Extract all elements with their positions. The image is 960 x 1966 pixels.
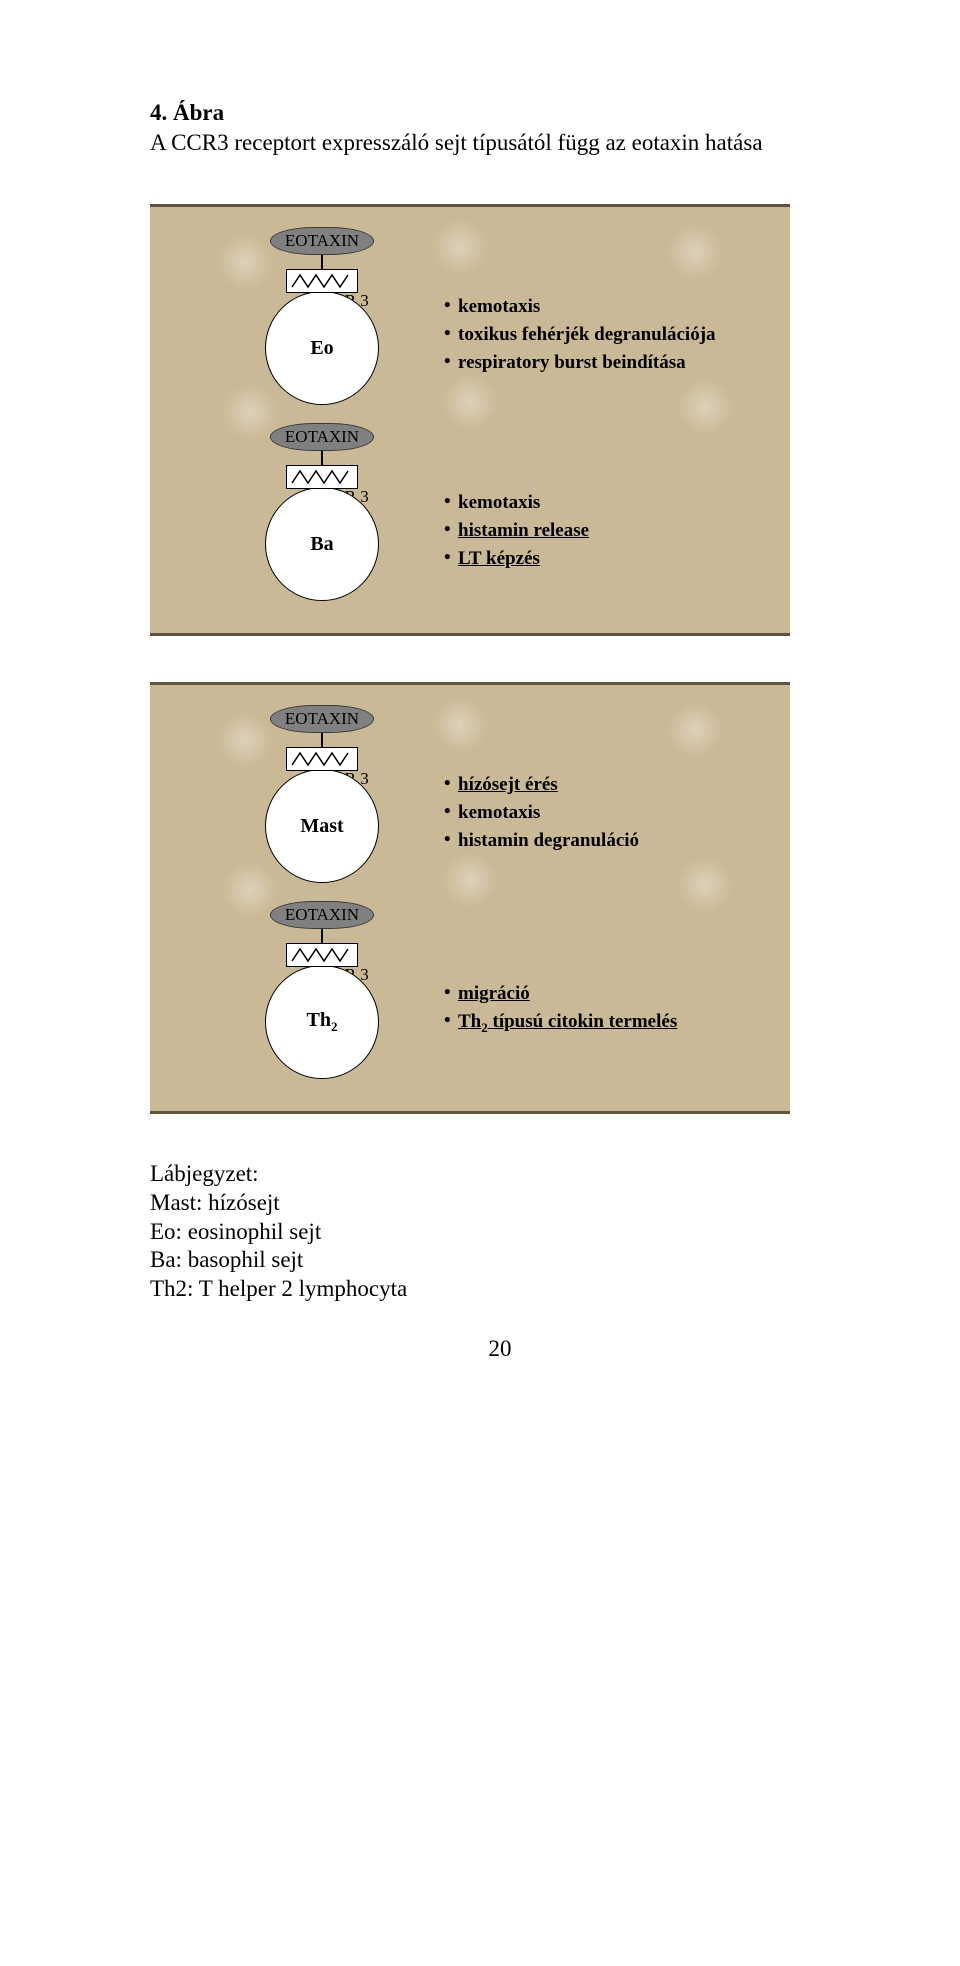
legend-item: Ba: basophil sejt: [150, 1246, 850, 1275]
receptor-box: [286, 747, 358, 771]
receptor-box: [286, 465, 358, 489]
ligand-pill: EOTAXIN: [270, 423, 374, 451]
ligand-stem: [321, 451, 323, 465]
ligand-stem: [321, 929, 323, 943]
effect-item: kemotaxis: [444, 293, 716, 321]
legend: Lábjegyzet: Mast: hízósejtEo: eosinophil…: [150, 1160, 850, 1304]
effect-item: hízósejt érés: [444, 771, 639, 799]
page: 4. Ábra A CCR3 receptort expresszáló sej…: [0, 0, 960, 1402]
legend-list: Mast: hízósejtEo: eosinophil sejtBa: bas…: [150, 1189, 850, 1304]
effect-item: histamin release: [444, 517, 589, 545]
receptor-box: [286, 269, 358, 293]
page-number: 20: [150, 1336, 850, 1362]
effect-item: toxikus fehérjék degranulációja: [444, 321, 716, 349]
legend-heading: Lábjegyzet:: [150, 1160, 850, 1189]
effects-list: kemotaxishistamin releaseLT képzés: [416, 451, 589, 573]
effect-item: kemotaxis: [444, 489, 589, 517]
effects-list: hízósejt éréskemotaxishistamin degranulá…: [416, 733, 639, 855]
cell-diagram: EOTAXINCCR 3Ba: [228, 423, 416, 601]
legend-item: Th2: T helper 2 lymphocyta: [150, 1275, 850, 1304]
ligand-stem: [321, 733, 323, 747]
cell-label: Ba: [310, 533, 333, 556]
effect-item: respiratory burst beindítása: [444, 349, 716, 377]
effect-item: LT képzés: [444, 545, 589, 573]
effect-item: kemotaxis: [444, 799, 639, 827]
diagram-panel: EOTAXINCCR 3Eokemotaxistoxikus fehérjék …: [150, 204, 790, 636]
effects-list: kemotaxistoxikus fehérjék degranulációja…: [416, 255, 716, 377]
cell-label: Mast: [300, 815, 343, 838]
diagram-row: EOTAXINCCR 3Eokemotaxistoxikus fehérjék …: [150, 221, 790, 417]
effect-item: migráció: [444, 980, 677, 1008]
legend-item: Eo: eosinophil sejt: [150, 1218, 850, 1247]
cell-diagram: EOTAXINCCR 3Mast: [228, 705, 416, 883]
ligand-pill: EOTAXIN: [270, 227, 374, 255]
effect-item: Th2 típusú citokin termelés: [444, 1008, 677, 1039]
diagram-panels: EOTAXINCCR 3Eokemotaxistoxikus fehérjék …: [150, 204, 850, 1114]
cell-circle: Ba: [265, 487, 379, 601]
diagram-row: EOTAXINCCR 3Th2migrációTh2 típusú citoki…: [150, 895, 790, 1091]
cell-circle: Mast: [265, 769, 379, 883]
cell-circle: Th2: [265, 965, 379, 1079]
diagram-row: EOTAXINCCR 3Bakemotaxishistamin releaseL…: [150, 417, 790, 613]
effect-item: histamin degranuláció: [444, 827, 639, 855]
cell-diagram: EOTAXINCCR 3Th2: [228, 901, 416, 1079]
figure-title: 4. Ábra: [150, 100, 850, 126]
effects-list: migrációTh2 típusú citokin termelés: [416, 942, 677, 1039]
legend-item: Mast: hízósejt: [150, 1189, 850, 1218]
receptor-box: [286, 943, 358, 967]
figure-subtitle: A CCR3 receptort expresszáló sejt típusá…: [150, 130, 850, 156]
cell-diagram: EOTAXINCCR 3Eo: [228, 227, 416, 405]
ligand-pill: EOTAXIN: [270, 705, 374, 733]
cell-label: Th2: [307, 1009, 338, 1035]
ligand-stem: [321, 255, 323, 269]
cell-circle: Eo: [265, 291, 379, 405]
diagram-panel: EOTAXINCCR 3Masthízósejt éréskemotaxishi…: [150, 682, 790, 1114]
ligand-pill: EOTAXIN: [270, 901, 374, 929]
cell-label: Eo: [310, 337, 333, 360]
diagram-row: EOTAXINCCR 3Masthízósejt éréskemotaxishi…: [150, 699, 790, 895]
